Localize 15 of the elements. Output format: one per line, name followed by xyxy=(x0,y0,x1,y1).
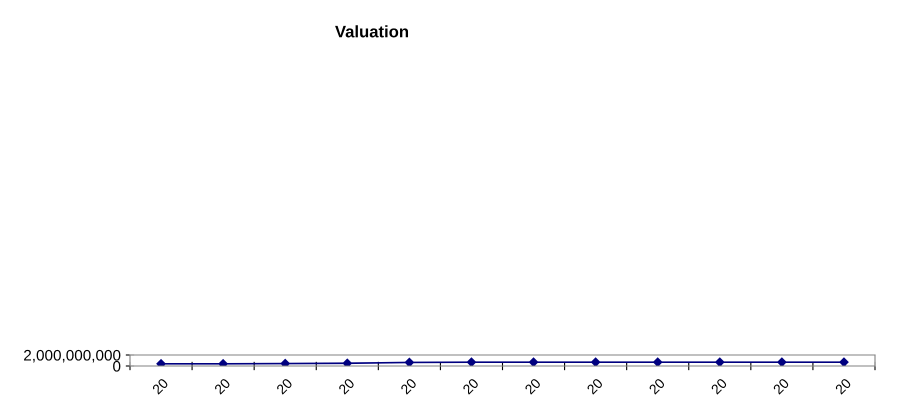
x-tick-label: 20 xyxy=(834,378,852,395)
x-tick-label: 20 xyxy=(338,378,356,395)
x-tick-label: 20 xyxy=(152,378,169,395)
x-tick-label: 20 xyxy=(276,378,293,395)
x-tick-label: 20 xyxy=(400,378,418,395)
x-tick-label: 20 xyxy=(710,378,728,395)
x-tick-label: 20 xyxy=(214,378,231,395)
chart-title: Valuation xyxy=(335,25,408,38)
x-tick-label: 20 xyxy=(462,378,480,395)
y-tick-label: 2,000,000,000 xyxy=(24,350,120,362)
x-tick-label: 20 xyxy=(772,378,790,395)
x-tick-label: 20 xyxy=(648,378,666,395)
y-tick-label: 0 xyxy=(113,360,120,372)
x-tick-label: 20 xyxy=(524,378,542,395)
x-tick-label: 20 xyxy=(586,378,604,395)
